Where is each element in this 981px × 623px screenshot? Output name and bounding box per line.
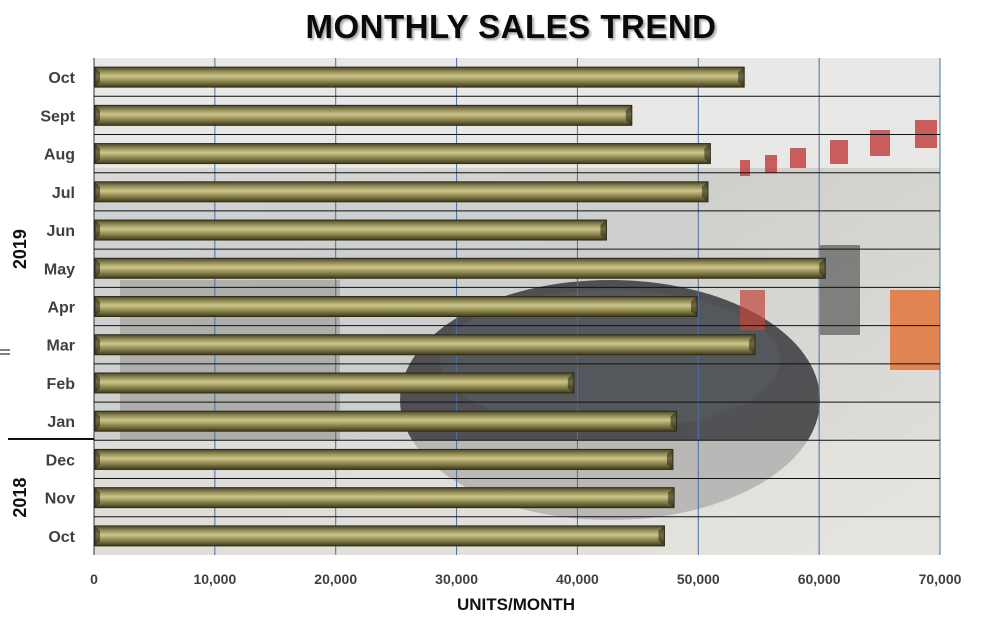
gridlines (93, 58, 941, 555)
year-group-label: 2019 (10, 229, 30, 269)
x-tick-label: 50,000 (677, 571, 720, 587)
x-axis-title: UNITS/MONTH (457, 595, 575, 614)
bar (94, 66, 745, 88)
bar (94, 448, 674, 470)
y-tick-labels: Oct Nov Dec Jan Feb Mar Apr May Jun Jul Aug Sept Oct (40, 70, 75, 546)
y-tick-label: Mar (47, 338, 75, 355)
bar (94, 487, 675, 509)
bar (94, 410, 678, 432)
bar (94, 296, 698, 317)
y-tick-label: Aug (44, 147, 75, 164)
bar (94, 257, 826, 279)
bar (94, 525, 665, 547)
bar (94, 334, 756, 356)
y-tick-label: Apr (47, 300, 75, 317)
y-tick-label: Jul (52, 185, 75, 202)
x-tick-label: 10,000 (193, 571, 236, 587)
bar (94, 181, 709, 203)
y-tick-label: Oct (48, 529, 75, 546)
x-tick-label: 0 (90, 571, 98, 587)
y-tick-label: Jan (47, 414, 75, 431)
y-tick-label: Sept (40, 108, 75, 125)
x-tick-label: 70,000 (919, 571, 962, 587)
y-tick-label: May (44, 261, 75, 278)
bar (94, 104, 633, 126)
bar (94, 219, 607, 241)
x-tick-labels: 0 10,000 20,000 30,000 40,000 50,000 60,000 70,… (90, 571, 962, 587)
bars (94, 66, 826, 547)
y-tick-label: Jun (47, 223, 75, 240)
chart-title: MONTHLY SALES TREND (305, 8, 717, 45)
bar (94, 143, 711, 165)
y-tick-label: Oct (48, 70, 75, 87)
year-group-label: 2018 (10, 478, 30, 518)
x-tick-label: 60,000 (798, 571, 841, 587)
y-tick-label: Nov (45, 491, 75, 508)
y-tick-label: Feb (47, 376, 76, 393)
bar (94, 372, 575, 394)
x-tick-label: 40,000 (556, 571, 599, 587)
y-tick-label: Dec (46, 452, 75, 469)
x-tick-label: 20,000 (314, 571, 357, 587)
row-separators (94, 95, 940, 518)
x-tick-label: 30,000 (435, 571, 478, 587)
year-groups: 2018 2019 (10, 229, 30, 518)
